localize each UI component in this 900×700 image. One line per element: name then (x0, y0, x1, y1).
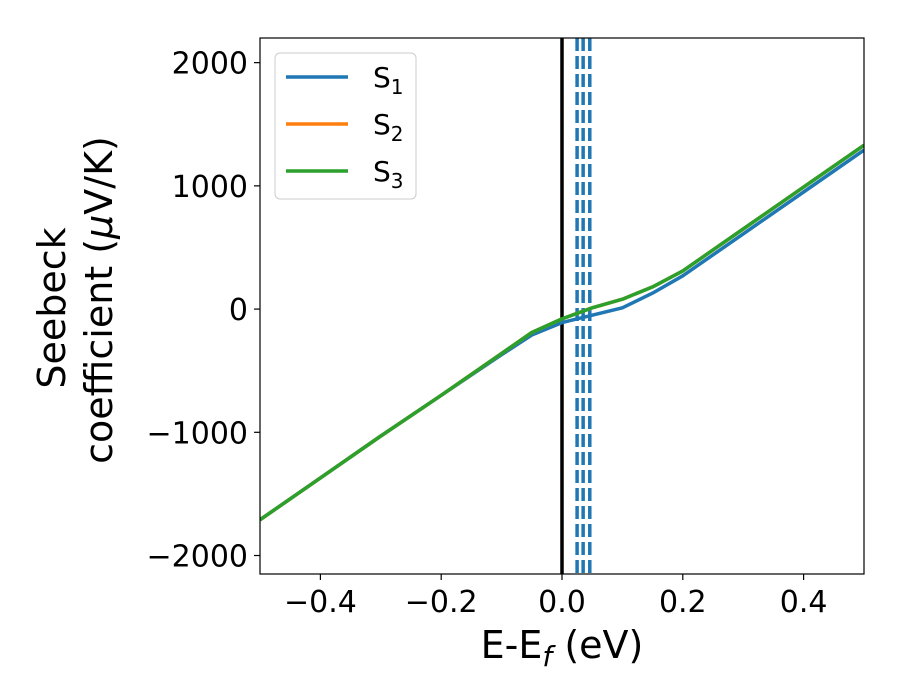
y-axis-title-suffix: V/K) (77, 136, 121, 215)
y-tick-label: 0 (229, 293, 248, 328)
legend: S1 S2 S3 (274, 52, 417, 200)
legend-label-S2: S2 (373, 108, 404, 146)
x-axis-title-main: E-E (481, 623, 543, 667)
series-layer (260, 143, 864, 522)
y-tick-label: −1000 (147, 416, 248, 451)
y-axis-title-line2: coefficient (μV/K) (77, 136, 121, 464)
x-tick-label: −0.4 (284, 585, 357, 620)
legend-label-S1: S1 (373, 61, 404, 99)
y-tick-label: 2000 (172, 47, 248, 82)
y-axis-title-mu: μ (77, 215, 121, 240)
y-axis-title-prefix: coefficient ( (77, 239, 121, 464)
legend-box (274, 52, 417, 200)
x-axis-title-unit: (eV) (552, 623, 643, 667)
x-tick-label: −0.2 (405, 585, 478, 620)
x-tick-label: 0.0 (538, 585, 586, 620)
x-tick-label: 0.4 (780, 585, 828, 620)
x-axis: −0.4 −0.2 0.0 0.2 0.4 (284, 574, 827, 620)
x-tick-label: 0.2 (659, 585, 707, 620)
y-axis-title-line1: Seebeck (30, 227, 74, 388)
y-axis-title: Seebeck coefficient (μV/K) (30, 136, 121, 464)
reference-lines (560, 38, 592, 574)
y-axis: −2000 −1000 0 1000 2000 (147, 47, 260, 575)
y-tick-label: 1000 (172, 170, 248, 205)
y-tick-label: −2000 (147, 540, 248, 575)
series-line-S3 (260, 143, 864, 522)
x-axis-title: E-Ef (eV) (481, 623, 644, 673)
legend-label-S3: S3 (373, 155, 404, 193)
